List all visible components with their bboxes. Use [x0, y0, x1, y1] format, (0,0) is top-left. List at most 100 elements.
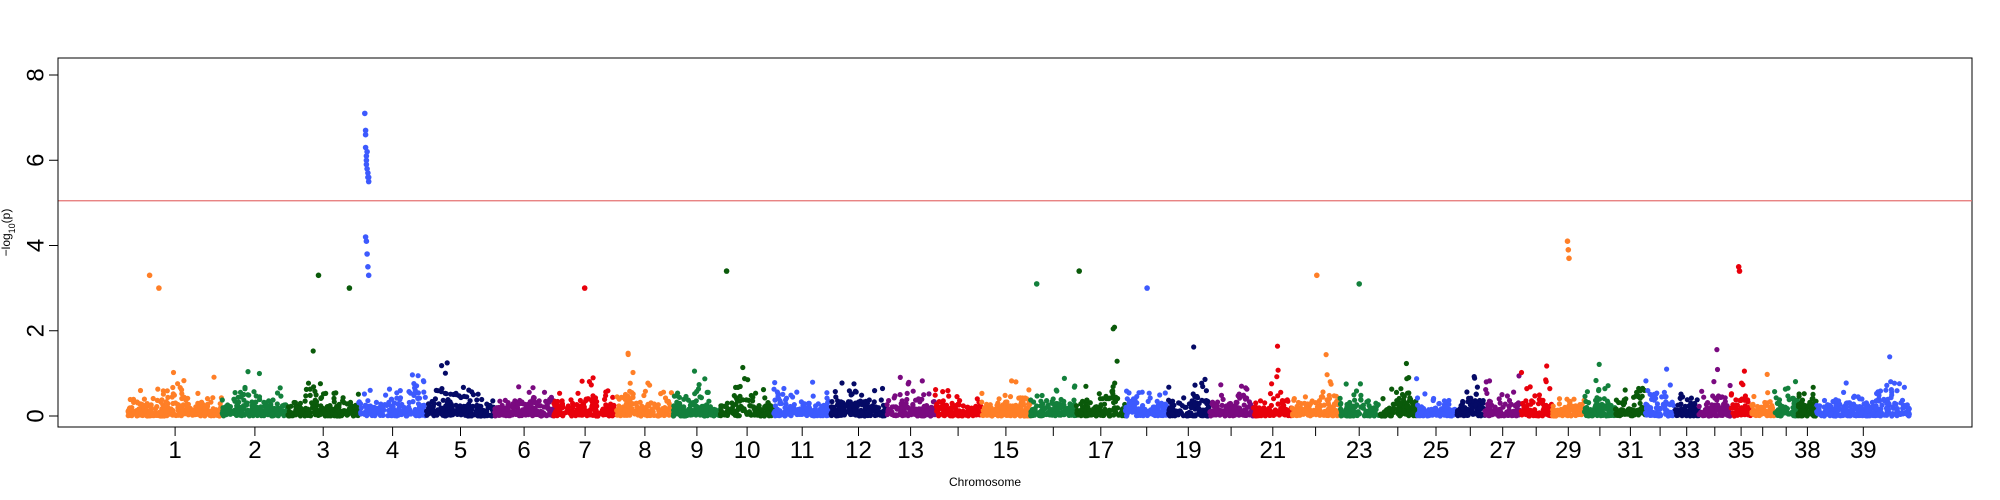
- snp-point: [618, 394, 625, 400]
- snp-point: [698, 395, 705, 401]
- snp-point: [1095, 410, 1101, 417]
- snp-point: [1162, 390, 1168, 396]
- snp-point: [310, 348, 316, 354]
- snp-point: [464, 394, 470, 400]
- snp-point: [1161, 402, 1167, 408]
- snp-point: [1653, 405, 1659, 411]
- snp-point: [1218, 409, 1224, 416]
- snp-point: [269, 411, 275, 417]
- chromosome-8-points: [614, 350, 676, 419]
- snp-point: [696, 406, 702, 412]
- snp-point: [1772, 389, 1778, 395]
- snp-point: [973, 403, 979, 409]
- snp-point: [148, 404, 154, 410]
- chromosome-17-points: [1073, 324, 1128, 419]
- snp-point: [512, 411, 518, 417]
- snp-point: [530, 385, 536, 391]
- snp-point: [320, 391, 327, 397]
- snp-point: [1053, 387, 1059, 393]
- snp-point: [415, 373, 421, 379]
- snp-point: [996, 396, 1002, 402]
- snp-point: [1329, 405, 1335, 412]
- snp-point: [627, 380, 633, 386]
- snp-point: [305, 380, 312, 386]
- snp-point: [574, 410, 580, 416]
- snp-point: [1405, 405, 1411, 411]
- snp-point: [1524, 406, 1530, 412]
- snp-point: [872, 412, 878, 419]
- snp-point: [955, 410, 962, 416]
- snp-point: [365, 398, 371, 404]
- snp-point: [965, 404, 971, 410]
- snp-point: [979, 399, 985, 405]
- snp-point: [424, 412, 430, 418]
- snp-point: [1749, 402, 1755, 408]
- snp-point: [1131, 408, 1137, 414]
- snp-point: [1274, 374, 1280, 380]
- snp-point: [420, 378, 426, 384]
- snp-point: [762, 411, 768, 417]
- snp-point: [851, 381, 857, 387]
- snp-point: [676, 394, 683, 400]
- snp-point: [628, 401, 634, 407]
- data-points-layer: [125, 110, 1912, 419]
- snp-point: [255, 410, 261, 416]
- snp-point: [1547, 386, 1553, 392]
- chromosome-15-points: [979, 378, 1034, 419]
- snp-point: [1764, 371, 1770, 377]
- snp-point: [1785, 385, 1791, 391]
- snp-point: [846, 405, 852, 411]
- snp-point: [249, 399, 255, 405]
- snp-point: [1347, 413, 1353, 419]
- snp-point: [219, 397, 225, 403]
- snp-point: [803, 405, 809, 411]
- snp-point: [772, 380, 778, 386]
- snp-point: [475, 391, 481, 397]
- snp-point: [1435, 410, 1441, 416]
- snp-point: [1166, 397, 1172, 403]
- snp-point: [1801, 409, 1807, 415]
- snp-point: [935, 412, 942, 418]
- snp-point: [1077, 410, 1083, 416]
- snp-point: [1765, 390, 1771, 396]
- snp-point: [136, 406, 142, 412]
- snp-point: [1582, 393, 1588, 399]
- snp-point: [440, 405, 446, 411]
- snp-point: [570, 400, 576, 406]
- snp-point: [1604, 398, 1610, 404]
- snp-point: [1414, 395, 1421, 401]
- snp-point: [614, 412, 621, 418]
- snp-point: [1308, 401, 1314, 407]
- snp-point: [1744, 410, 1750, 416]
- snp-point: [482, 413, 488, 419]
- snp-point: [1612, 406, 1619, 412]
- snp-point: [1049, 399, 1055, 405]
- snp-point: [1207, 409, 1213, 415]
- snp-point: [1720, 405, 1726, 411]
- snp-point: [702, 376, 708, 382]
- snp-point: [1097, 396, 1103, 402]
- snp-point: [777, 408, 783, 414]
- snp-point: [555, 398, 561, 405]
- snp-point: [897, 411, 903, 417]
- snp-point: [1792, 379, 1799, 385]
- snp-point: [1518, 369, 1525, 376]
- snp-point: [277, 385, 283, 391]
- snp-point: [1566, 398, 1572, 404]
- snp-point: [451, 408, 457, 414]
- snp-point: [1593, 377, 1599, 384]
- snp-point: [410, 399, 416, 405]
- snp-point: [362, 411, 368, 417]
- snp-point: [1168, 405, 1174, 411]
- snp-point: [446, 399, 452, 406]
- snp-point: [695, 386, 702, 392]
- chromosome-25-points: [1414, 376, 1458, 419]
- snp-point: [260, 412, 266, 418]
- snp-point: [1532, 393, 1538, 399]
- snp-point: [1352, 397, 1358, 403]
- snp-point: [1566, 412, 1572, 418]
- snp-point: [1391, 405, 1397, 411]
- snp-point: [620, 412, 626, 418]
- snp-point: [1330, 412, 1337, 419]
- snp-point: [1146, 390, 1152, 396]
